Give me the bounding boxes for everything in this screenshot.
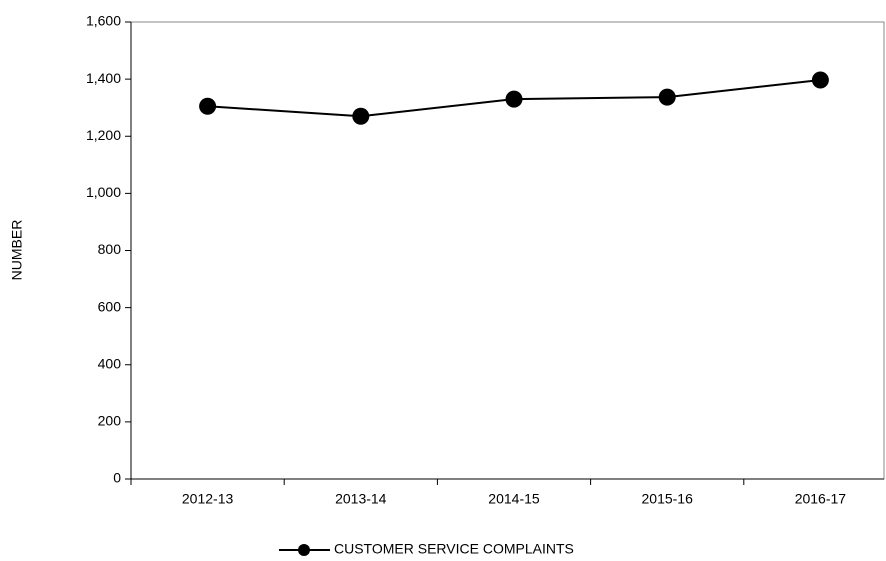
y-tick-label: 200 bbox=[98, 413, 122, 429]
y-tick-label: 800 bbox=[98, 241, 122, 257]
x-tick-label: 2014-15 bbox=[488, 491, 540, 507]
point bbox=[199, 97, 217, 115]
point bbox=[658, 88, 676, 106]
y-axis-label: NUMBER bbox=[9, 220, 25, 281]
y-tick-label: 400 bbox=[98, 355, 122, 371]
point bbox=[811, 71, 829, 89]
x-tick-label: 2016-17 bbox=[795, 491, 847, 507]
y-tick-label: 1,200 bbox=[86, 127, 121, 143]
legend-marker bbox=[298, 544, 310, 556]
plot-frame bbox=[130, 21, 885, 480]
y-tick-label: 0 bbox=[113, 470, 121, 486]
y-tick-label: 1,600 bbox=[86, 13, 121, 29]
point bbox=[352, 107, 370, 125]
x-tick-label: 2012-13 bbox=[182, 491, 234, 507]
y-tick-label: 1,400 bbox=[86, 70, 121, 86]
legend-label: CUSTOMER SERVICE COMPLAINTS bbox=[334, 541, 574, 557]
point bbox=[505, 90, 523, 108]
x-tick-label: 2015-16 bbox=[642, 491, 694, 507]
y-tick-label: 600 bbox=[98, 298, 122, 314]
x-tick-label: 2013-14 bbox=[335, 491, 387, 507]
y-tick-label: 1,000 bbox=[86, 184, 121, 200]
